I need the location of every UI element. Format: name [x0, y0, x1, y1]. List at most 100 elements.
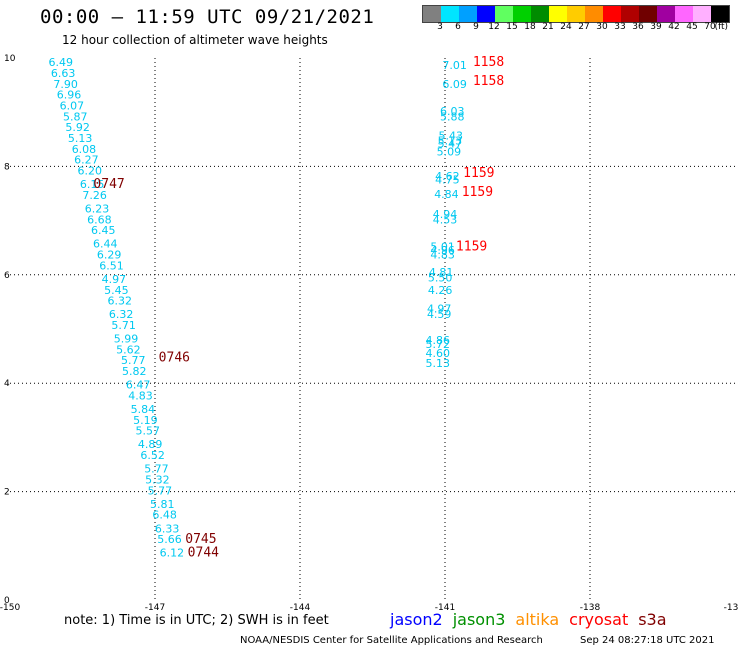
- wave-height-value: 4.97: [102, 273, 127, 286]
- wave-height-value: 5.84: [131, 403, 156, 416]
- wave-height-value: 6.23: [85, 202, 110, 215]
- legend-swatch: [711, 6, 729, 22]
- legend-swatch: [639, 6, 657, 22]
- lat-tick-label: 10: [4, 54, 16, 64]
- legend-label: 3: [437, 22, 443, 32]
- wave-height-value: 4.83: [128, 389, 153, 402]
- wave-height-value: 5.13: [68, 132, 93, 145]
- satellite-name-cryosat: cryosat: [569, 610, 629, 629]
- satellite-name-s3a: s3a: [638, 610, 667, 629]
- wave-height-value: 6.08: [72, 143, 97, 156]
- wave-height-value: 5.88: [440, 110, 465, 123]
- wave-height-value: 6.47: [126, 379, 151, 392]
- legend-swatch: [657, 6, 675, 22]
- pass-time-label: 1158: [473, 55, 504, 70]
- legend-swatch: [423, 6, 441, 22]
- pass-time-label: 1159: [462, 185, 493, 200]
- wave-height-value: 5.50: [428, 271, 453, 284]
- wave-height-value: 5.82: [122, 365, 147, 378]
- legend-label: 33: [614, 22, 626, 32]
- wave-height-value: 6.48: [152, 509, 177, 522]
- wave-height-value: 5.13: [426, 357, 451, 370]
- wave-height-value: 7.90: [53, 78, 78, 91]
- wave-height-value: 6.03: [440, 105, 465, 118]
- legend-label: 12: [488, 22, 500, 32]
- page-title: 00:00 – 11:59 UTC 09/21/2021: [40, 6, 375, 28]
- wave-height-value: 4.86: [426, 334, 451, 347]
- wave-height-value: 6.12: [160, 547, 185, 560]
- pass-time-label: 0746: [159, 351, 190, 366]
- wave-height-value: 4.83: [430, 249, 455, 262]
- wave-height-value: 4.84: [434, 188, 459, 201]
- wave-height-value: 6.63: [51, 67, 76, 80]
- wave-height-value: 4.62: [435, 170, 460, 183]
- legend-label: 9: [473, 22, 479, 32]
- pass-time-label: 1159: [456, 239, 487, 254]
- wave-height-value: 4.97: [427, 303, 452, 316]
- wave-height-value: 5.62: [116, 343, 141, 356]
- lat-tick-label: 6: [4, 271, 10, 281]
- wave-height-value: 7.26: [82, 189, 107, 202]
- credit-text: NOAA/NESDIS Center for Satellite Applica…: [240, 635, 543, 646]
- wave-height-value: 5.99: [114, 333, 139, 346]
- wave-height-value: 4.60: [426, 347, 451, 360]
- wave-height-value: 6.44: [93, 238, 118, 251]
- legend-label: 15: [506, 22, 518, 32]
- pass-time-label: 1159: [463, 166, 494, 181]
- legend-swatch: [531, 6, 549, 22]
- wave-height-value: 4.96: [430, 244, 455, 257]
- wave-height-value: 4.75: [435, 174, 460, 187]
- legend-swatch: [585, 6, 603, 22]
- lon-tick-label: -141: [435, 603, 455, 613]
- pass-time-label: 0745: [185, 532, 216, 547]
- wave-height-value: 5.72: [426, 338, 451, 351]
- legend-label: 18: [524, 22, 536, 32]
- legend-label: 36: [632, 22, 644, 32]
- wave-height-value: 5.45: [104, 284, 129, 297]
- legend-swatch: [477, 6, 495, 22]
- wave-height-value: 6.32: [109, 308, 134, 321]
- wave-height-value: 6.09: [442, 78, 467, 91]
- pass-time-label: 0744: [188, 546, 219, 561]
- wave-height-value: 7.01: [442, 59, 467, 72]
- wave-height-value: 6.29: [97, 249, 122, 262]
- legend-swatch: [459, 6, 477, 22]
- legend-swatch: [495, 6, 513, 22]
- lon-tick-label: -13: [724, 603, 739, 613]
- lat-tick-label: 0: [4, 596, 10, 606]
- wave-height-value: 5.77: [148, 484, 173, 497]
- wave-height-value: 6.49: [49, 56, 74, 69]
- pass-time-label: 0747: [93, 177, 124, 192]
- wave-height-value: 6.20: [78, 165, 103, 178]
- wave-height-value: 6.52: [140, 449, 165, 462]
- legend-swatch: [567, 6, 585, 22]
- legend-swatch: [675, 6, 693, 22]
- legend-swatch: [603, 6, 621, 22]
- generated-timestamp: Sep 24 08:27:18 UTC 2021: [580, 635, 715, 646]
- lon-tick-label: -138: [580, 603, 601, 613]
- wave-height-value: 4.59: [427, 308, 452, 321]
- wave-height-value: 5.47: [438, 137, 463, 150]
- lat-tick-label: 4: [4, 379, 10, 389]
- wave-height-value: 6.45: [91, 224, 116, 237]
- legend-unit: (ft): [714, 22, 728, 32]
- lon-tick-label: -150: [0, 603, 20, 613]
- wave-height-value: 5.01: [430, 240, 455, 253]
- satellite-name-altika: altika: [515, 610, 560, 629]
- wave-height-value: 5.71: [111, 319, 136, 332]
- legend-label: 42: [668, 22, 680, 32]
- wave-height-value: 5.66: [157, 533, 182, 546]
- wave-height-value: 4.81: [429, 266, 454, 279]
- wave-height-value: 5.13: [438, 135, 463, 148]
- pass-time-label: 1158: [473, 74, 504, 89]
- wave-height-value: 6.27: [74, 154, 99, 167]
- lon-tick-label: -147: [145, 603, 165, 613]
- wave-height-value: 4.89: [138, 438, 163, 451]
- legend-label: 27: [578, 22, 590, 32]
- legend-label: 45: [686, 22, 698, 32]
- page-subtitle: 12 hour collection of altimeter wave hei…: [62, 33, 328, 47]
- wave-height-value: 5.43: [439, 129, 464, 142]
- legend-swatch: [621, 6, 639, 22]
- legend-label: 30: [596, 22, 608, 32]
